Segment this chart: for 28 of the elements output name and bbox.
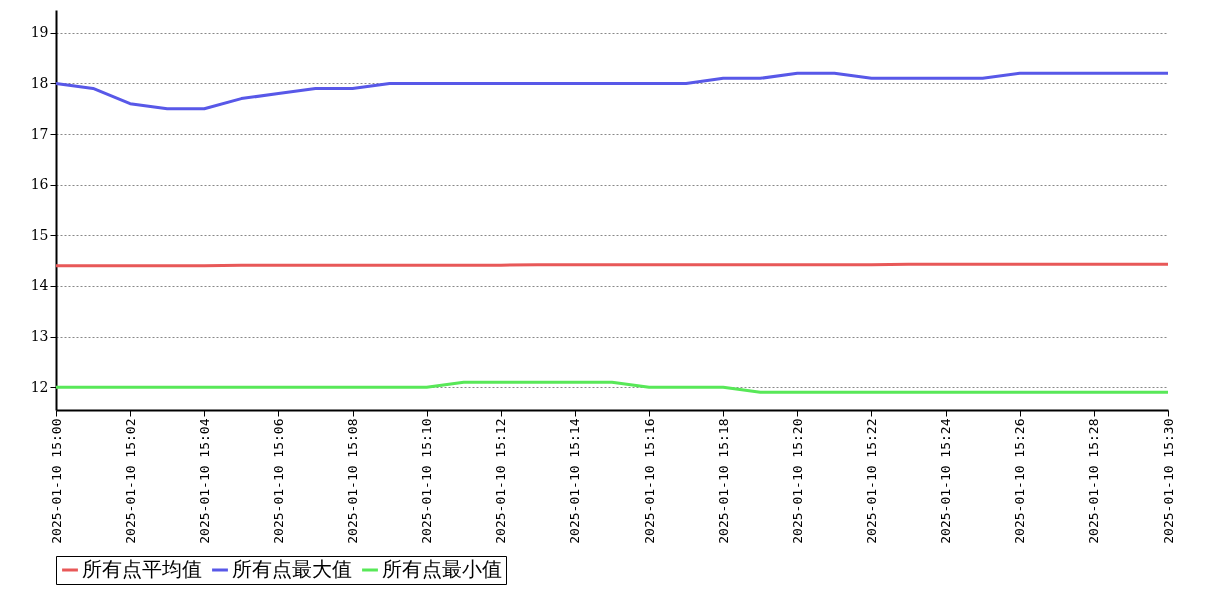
x-tick-label: 2025-01-10 15:24 [938, 418, 954, 544]
legend-label: 所有点平均值 [82, 557, 202, 581]
x-tick-label: 2025-01-10 15:28 [1086, 418, 1102, 544]
x-tick-label: 2025-01-10 15:10 [419, 418, 435, 544]
legend-label: 所有点最小值 [382, 557, 502, 581]
x-tick-label: 2025-01-10 15:04 [196, 418, 212, 544]
y-tick-label: 15 [30, 226, 49, 243]
y-tick-label: 14 [30, 277, 49, 294]
x-tick-label: 2025-01-10 15:08 [345, 418, 361, 544]
legend-label: 所有点最大值 [232, 557, 352, 581]
y-tick-label: 12 [30, 378, 49, 395]
x-tick-label: 2025-01-10 15:14 [567, 418, 583, 544]
x-tick-label: 2025-01-10 15:00 [48, 418, 64, 544]
x-tick-label: 2025-01-10 15:26 [1012, 418, 1028, 544]
x-tick-label: 2025-01-10 15:22 [863, 418, 879, 544]
line-series [54, 71, 1170, 111]
y-tick-label: 17 [30, 125, 49, 142]
x-tick-label: 2025-01-10 15:30 [1160, 418, 1176, 544]
x-tick-label: 2025-01-10 15:16 [641, 418, 657, 544]
y-tick-label: 18 [30, 74, 49, 91]
x-tick-label: 2025-01-10 15:20 [789, 418, 805, 544]
y-tick-label: 16 [30, 176, 49, 193]
y-tick-label: 13 [30, 328, 49, 345]
x-tick-label: 2025-01-10 15:18 [715, 418, 731, 544]
x-tick-label: 2025-01-10 15:02 [122, 418, 138, 544]
x-tick-label: 2025-01-10 15:12 [493, 418, 509, 544]
x-tick-label: 2025-01-10 15:06 [270, 418, 286, 544]
y-tick-label: 19 [30, 24, 49, 41]
